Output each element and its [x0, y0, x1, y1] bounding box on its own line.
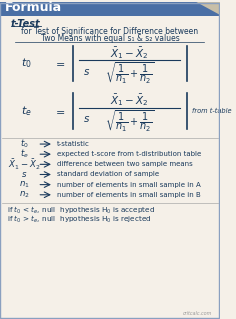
Text: for Test of Significance for Difference between: for Test of Significance for Difference …	[21, 27, 198, 36]
Text: if $t_0$ < $t_e$, null  hypothesis H$_0$ is accepted: if $t_0$ < $t_e$, null hypothesis H$_0$ …	[7, 205, 155, 216]
Text: t-statistic: t-statistic	[57, 141, 90, 147]
Text: standard deviation of sample: standard deviation of sample	[57, 172, 159, 177]
Text: $=$: $=$	[53, 106, 66, 116]
Text: $n_2$: $n_2$	[19, 189, 30, 200]
Text: $\sqrt{\dfrac{1}{n_1} + \dfrac{1}{n_2}}$: $\sqrt{\dfrac{1}{n_1} + \dfrac{1}{n_2}}$	[105, 61, 155, 86]
Polygon shape	[189, 0, 222, 16]
Text: $\bar{X}_1 - \bar{X}_2$: $\bar{X}_1 - \bar{X}_2$	[110, 93, 149, 108]
Text: number of elements in small sample in B: number of elements in small sample in B	[57, 192, 201, 198]
Text: Formula: Formula	[4, 1, 62, 14]
Text: critcalc.com: critcalc.com	[183, 311, 212, 316]
Text: $s$: $s$	[83, 114, 90, 124]
Text: $\bar{X}_1 - \bar{X}_2$: $\bar{X}_1 - \bar{X}_2$	[110, 45, 149, 61]
Text: Two Means with equal s₁ & s₂ values: Two Means with equal s₁ & s₂ values	[41, 34, 179, 43]
Text: number of elements in small sample in A: number of elements in small sample in A	[57, 182, 201, 188]
FancyBboxPatch shape	[0, 0, 220, 16]
Text: $s$: $s$	[21, 170, 27, 179]
Text: $t_e$: $t_e$	[21, 104, 32, 118]
Text: $s$: $s$	[83, 67, 90, 77]
Text: from t-table: from t-table	[192, 108, 231, 114]
Text: $\sqrt{\dfrac{1}{n_1} + \dfrac{1}{n_2}}$: $\sqrt{\dfrac{1}{n_1} + \dfrac{1}{n_2}}$	[105, 108, 155, 134]
Text: $t_0$: $t_0$	[21, 56, 32, 70]
Text: if $t_0$ > $t_e$, null  hypothesis H$_0$ is rejected: if $t_0$ > $t_e$, null hypothesis H$_0$ …	[7, 214, 151, 225]
Text: t-Test: t-Test	[11, 19, 41, 29]
Text: expected t-score from t-distribution table: expected t-score from t-distribution tab…	[57, 151, 201, 157]
Text: $\bar{X}_1 - \bar{X}_2$: $\bar{X}_1 - \bar{X}_2$	[8, 157, 40, 172]
Text: difference between two sample means: difference between two sample means	[57, 161, 193, 167]
Text: $t_0$: $t_0$	[20, 138, 29, 150]
Text: $t_e$: $t_e$	[20, 148, 29, 160]
Text: $=$: $=$	[53, 58, 66, 68]
Text: $n_1$: $n_1$	[19, 179, 30, 190]
